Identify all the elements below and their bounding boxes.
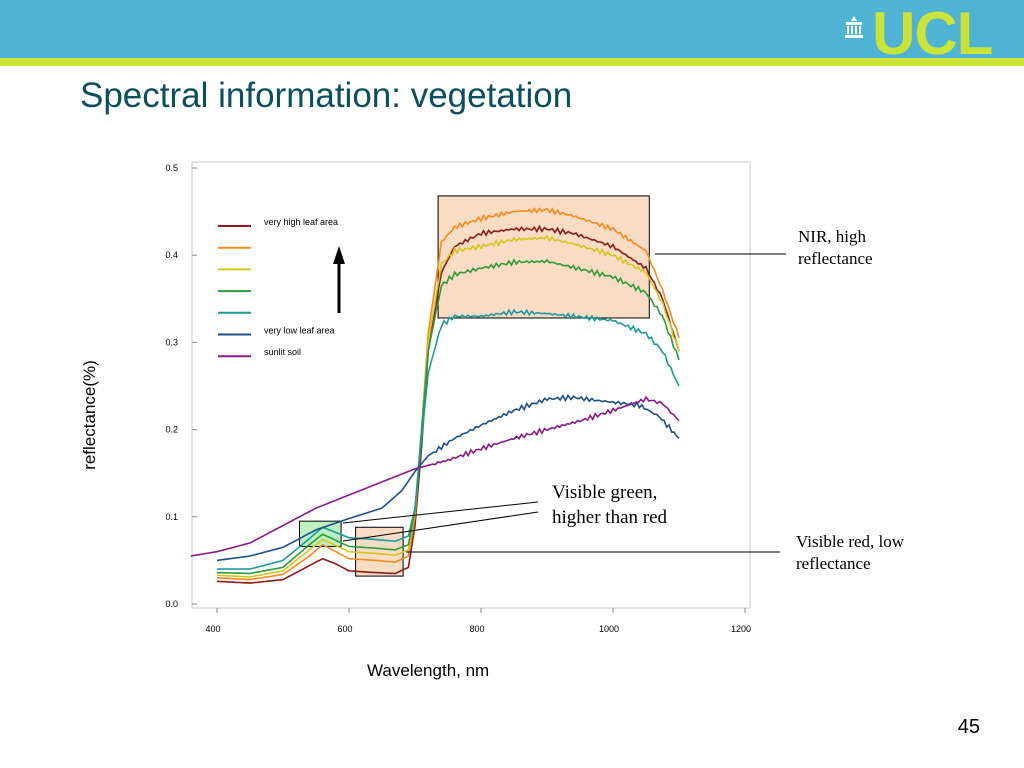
y-axis-label: reflectance(%) [80, 360, 99, 470]
page-number: 45 [957, 716, 980, 738]
annotation-red: Visible red, low reflectance [796, 531, 904, 575]
x-tick-label: 800 [469, 624, 484, 634]
x-axis-label: Wavelength, nm [367, 661, 490, 680]
legend-label-6: very low leaf area [264, 326, 335, 336]
ucl-portico-icon [845, 16, 863, 38]
y-tick-label: 0.0 [165, 599, 178, 609]
series-line-3 [216, 234, 680, 578]
legend-label-7: sunlit soil [264, 347, 301, 357]
annotation-nir-line-2: reflectance [798, 249, 873, 268]
x-tick-label: 1000 [599, 624, 619, 634]
series-line-5 [217, 308, 680, 570]
highlight-box-nir [437, 195, 650, 319]
highlight-box-red [355, 526, 404, 577]
y-tick-label: 0.5 [165, 163, 178, 173]
header-bar [0, 0, 1024, 58]
x-tick-label: 1200 [731, 624, 751, 634]
series-line-7 [190, 395, 680, 557]
header-accent-stripe [0, 58, 1024, 66]
legend-arrow-head [333, 246, 345, 264]
annotation-red-line-1: Visible red, low [796, 532, 905, 551]
ucl-logo: UCL [872, 0, 993, 67]
y-tick-label: 0.2 [165, 425, 178, 435]
x-tick-label: 600 [337, 624, 352, 634]
annotation-green: Visible green, higher than red [552, 480, 667, 530]
series-line-6 [216, 393, 680, 562]
legend-label-1: very high leaf area [264, 217, 338, 227]
leader-line-green-lower [342, 511, 539, 542]
series-line-1 [216, 224, 680, 584]
y-tick-label: 0.3 [165, 337, 178, 347]
series-line-4 [216, 258, 680, 575]
annotation-red-line-2: reflectance [796, 554, 871, 573]
annotation-nir: NIR, high reflectance [798, 226, 873, 270]
y-tick-label: 0.4 [165, 250, 178, 260]
annotation-green-line-1: Visible green, [552, 482, 658, 503]
y-tick-label: 0.1 [165, 512, 178, 522]
annotation-green-line-2: higher than red [552, 507, 668, 528]
plot-frame [191, 161, 751, 609]
annotation-nir-line-1: NIR, high [798, 227, 866, 246]
slide-title: Spectral information: vegetation [80, 76, 573, 115]
x-tick-label: 400 [205, 624, 220, 634]
series-line-2 [216, 207, 680, 581]
leader-line-green-upper [342, 501, 539, 524]
